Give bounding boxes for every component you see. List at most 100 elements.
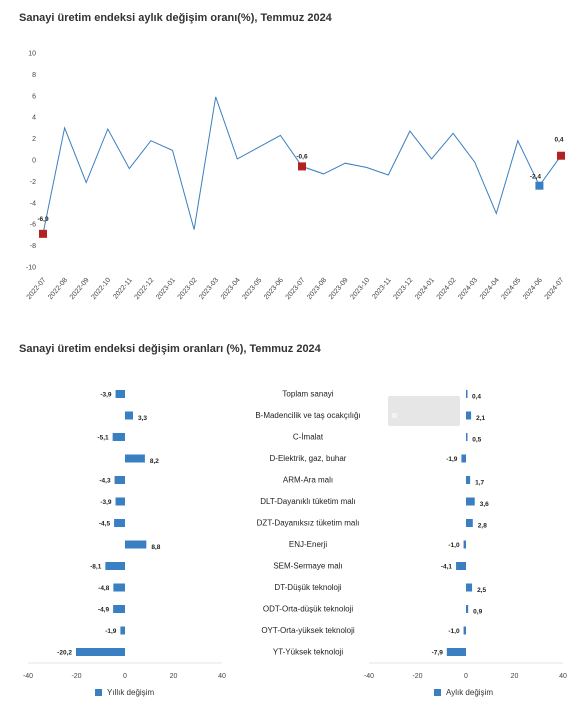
y-tick-label: 10 xyxy=(28,51,36,58)
bar xyxy=(76,648,125,656)
data-label: -4,8 xyxy=(98,585,110,592)
x-tick-label: 40 xyxy=(559,673,567,680)
category-label: YT-Yüksek teknoloji xyxy=(273,648,343,657)
data-label: -4,5 xyxy=(99,521,111,528)
bar xyxy=(125,540,147,549)
bar xyxy=(461,454,466,463)
bar xyxy=(125,411,134,420)
data-label: 0,4 xyxy=(554,137,563,144)
category-label: ARM-Ara malı xyxy=(283,476,333,485)
y-tick-label: -2 xyxy=(30,179,36,186)
legend-annual-swatch xyxy=(95,689,102,696)
x-tick-label: 40 xyxy=(218,673,226,680)
legend-monthly-label: Aylık değişim xyxy=(446,688,493,697)
x-tick-label: 0 xyxy=(464,673,468,680)
bar xyxy=(466,519,473,527)
x-tick-label: -20 xyxy=(71,673,81,680)
highlight-marker xyxy=(298,162,306,171)
data-label: 8,2 xyxy=(150,458,159,465)
category-label: ENJ-Enerji xyxy=(289,540,327,549)
y-tick-label: -10 xyxy=(26,265,36,272)
data-label: -6,9 xyxy=(37,216,49,223)
data-label: -8,1 xyxy=(90,564,102,571)
data-label: -5,1 xyxy=(97,435,109,442)
bar xyxy=(466,583,473,592)
bar xyxy=(113,583,125,592)
data-label: -20,2 xyxy=(57,650,72,657)
bar xyxy=(466,605,469,613)
category-label: DZT-Dayanıksız tüketim malı xyxy=(257,519,360,528)
bar xyxy=(463,626,466,635)
category-label: ODT-Orta-düşük teknoloji xyxy=(263,605,353,614)
category-label: DLT-Dayanıklı tüketim malı xyxy=(260,497,355,506)
category-label: SEM-Sermaye malı xyxy=(273,562,342,571)
x-tick-label: 0 xyxy=(123,673,127,680)
y-tick-label: 6 xyxy=(32,93,36,100)
bar xyxy=(446,648,466,656)
bar xyxy=(114,519,125,527)
data-label: -2,4 xyxy=(530,174,542,181)
legend-annual-label: Yıllık değişim xyxy=(107,688,155,697)
bar xyxy=(466,497,475,506)
data-label: -3,9 xyxy=(100,499,112,506)
bar xyxy=(113,605,125,613)
data-label: -3,9 xyxy=(100,392,112,399)
category-label: D-Elektrik, gaz, buhar xyxy=(270,454,347,463)
data-label: 0,9 xyxy=(473,609,482,616)
bar xyxy=(112,433,125,441)
data-label: -1,0 xyxy=(448,542,460,549)
category-label: OYT-Orta-yüksek teknoloji xyxy=(261,626,355,635)
bar xyxy=(466,411,472,420)
data-label: -1,9 xyxy=(105,628,117,635)
data-label: -1,9 xyxy=(446,456,458,463)
bar xyxy=(114,476,125,484)
highlight-marker xyxy=(39,229,47,238)
data-label: -4,3 xyxy=(99,478,111,485)
chart1-title: Sanayi üretim endeksi aylık değişim oran… xyxy=(19,12,332,24)
category-label: C-İmalat xyxy=(293,433,324,442)
bar xyxy=(466,476,471,484)
category-label: DT-Düşük teknoloji xyxy=(274,583,341,592)
tooltip-dot xyxy=(392,413,397,418)
tooltip-placeholder xyxy=(388,396,460,426)
x-tick-label: -40 xyxy=(364,673,374,680)
data-label: 3,3 xyxy=(138,415,147,422)
y-tick-label: 8 xyxy=(32,72,36,79)
y-tick-label: 2 xyxy=(32,136,36,143)
y-tick-label: -6 xyxy=(30,222,36,229)
data-label: 0,4 xyxy=(472,394,481,401)
highlight-marker xyxy=(535,181,544,190)
data-label: -4,1 xyxy=(441,564,453,571)
legend-monthly-swatch xyxy=(434,689,441,696)
x-tick-label: 20 xyxy=(511,673,519,680)
bar xyxy=(120,626,125,635)
highlight-marker xyxy=(557,151,565,160)
bar xyxy=(456,562,466,570)
data-label: 8,8 xyxy=(151,544,160,551)
data-label: -4,9 xyxy=(98,607,110,614)
data-label: 1,7 xyxy=(475,480,484,487)
bar xyxy=(115,497,125,506)
data-label: 2,5 xyxy=(477,587,486,594)
bar xyxy=(115,390,125,398)
x-tick-label: 20 xyxy=(170,673,178,680)
data-label: -0,6 xyxy=(296,153,308,160)
bar xyxy=(463,540,466,549)
bar xyxy=(466,433,468,441)
category-label: B-Madencilik ve taş ocakçılığı xyxy=(255,411,360,420)
data-label: 3,6 xyxy=(480,501,489,508)
data-label: 0,5 xyxy=(472,437,481,444)
y-tick-label: 4 xyxy=(32,115,36,122)
bar xyxy=(105,562,125,570)
y-tick-label: -8 xyxy=(30,243,36,250)
y-tick-label: -4 xyxy=(30,200,36,207)
chart2-title: Sanayi üretim endeksi değişim oranları (… xyxy=(19,343,321,355)
data-label: -7,9 xyxy=(432,650,444,657)
category-label: Toplam sanayi xyxy=(282,390,333,399)
x-tick-label: -40 xyxy=(23,673,33,680)
x-tick-label: -20 xyxy=(412,673,422,680)
y-tick-label: 0 xyxy=(32,158,36,165)
bar xyxy=(466,390,468,398)
